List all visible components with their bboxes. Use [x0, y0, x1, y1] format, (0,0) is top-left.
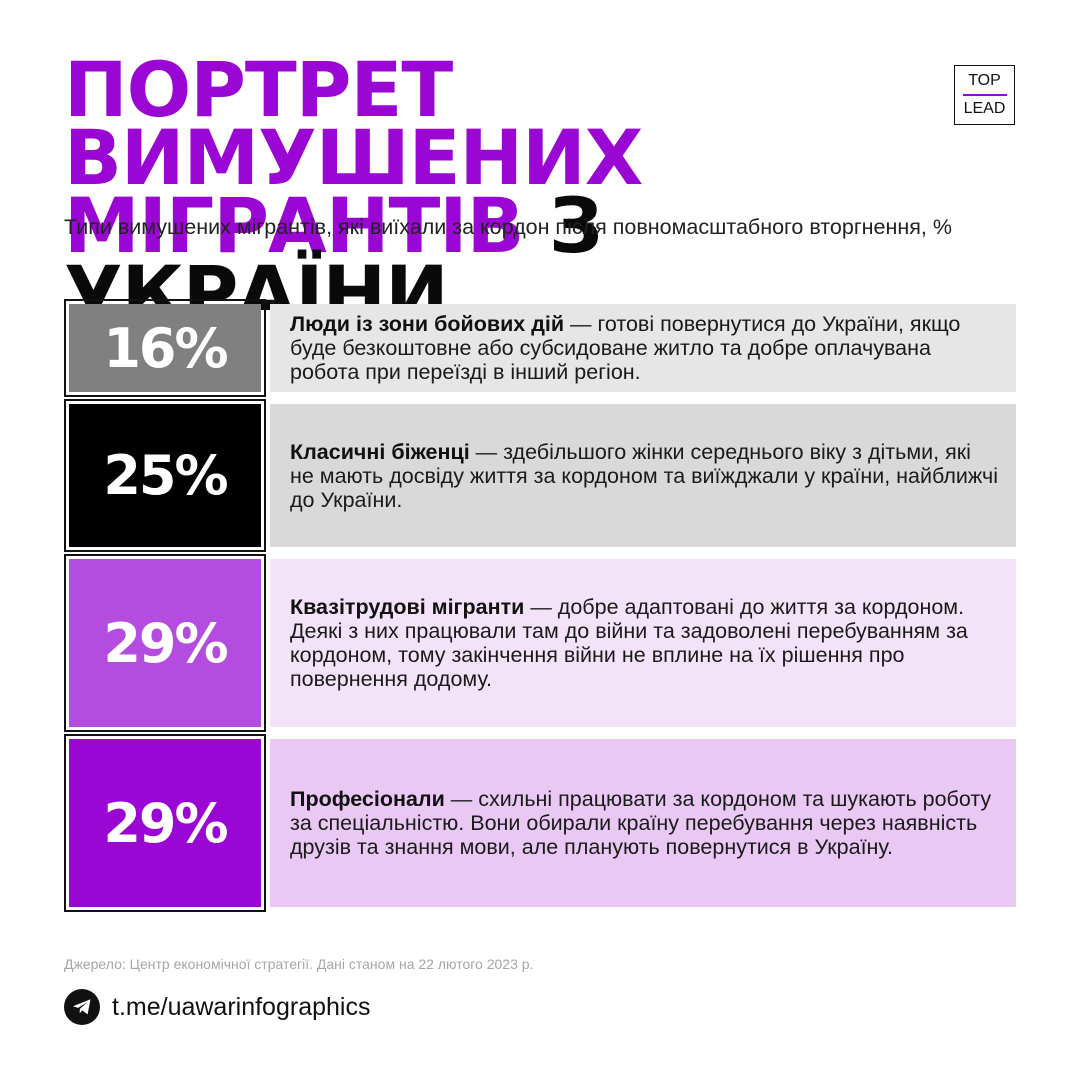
type-description: Професіонали — схильні працювати за корд… — [270, 739, 1016, 907]
type-name: Професіонали — [290, 787, 445, 811]
type-details: — схильні працювати за кордоном та шукаю… — [290, 787, 992, 859]
type-name: Люди із зони бойових дій — [290, 312, 565, 336]
telegram-link[interactable]: t.me/uawarinfographics — [64, 989, 370, 1025]
percent-box: 29% — [64, 554, 266, 732]
table-row: 16% Люди із зони бойових дій — готові пов… — [64, 299, 1016, 397]
type-name: Класичні біженці — [290, 439, 470, 464]
type-details: — добре адаптовані до життя за кордоном.… — [290, 595, 968, 691]
percent-box: 16% — [64, 299, 266, 397]
table-row: 29% Квазітрудові мігранти — добре адаптов… — [64, 554, 1016, 732]
title-line-2-accent: МІГРАНТІВ — [64, 181, 525, 270]
description-text: Квазітрудові мігранти — добре адаптовані… — [290, 595, 1000, 691]
percent-value: 25% — [69, 404, 261, 547]
logo-top-text: TOP — [968, 72, 1001, 89]
percent-value: 16% — [69, 304, 261, 392]
description-text: Класичні біженці — здебільшого жінки сер… — [290, 440, 1000, 512]
page-title: ПОРТРЕТ ВИМУШЕНИХ МІГРАНТІВ З УКРАЇНИ — [64, 45, 924, 332]
type-details: — здебільшого жінки середнього віку з ді… — [290, 439, 999, 512]
type-name: Квазітрудові мігранти — [290, 595, 525, 619]
title-line-1: ПОРТРЕТ ВИМУШЕНИХ — [64, 45, 643, 202]
telegram-icon — [64, 989, 100, 1025]
type-description: Люди із зони бойових дій — готові поверн… — [270, 304, 1016, 392]
toplead-logo: TOP LEAD — [954, 65, 1015, 125]
percent-box: 25% — [64, 399, 266, 552]
type-details: — готові повернутися до України, якщо бу… — [290, 312, 961, 384]
logo-divider — [962, 94, 1007, 96]
source-note: Джерело: Центр економічної стратегії. Да… — [64, 956, 534, 972]
table-row: 29% Професіонали — схильні працювати за к… — [64, 734, 1016, 912]
logo-bottom-text: LEAD — [963, 100, 1006, 117]
percent-box: 29% — [64, 734, 266, 912]
chart-subtitle: Типи вимушених мігрантів, які виїхали за… — [64, 215, 952, 239]
description-text: Професіонали — схильні працювати за корд… — [290, 787, 1000, 859]
type-description: Квазітрудові мігранти — добре адаптовані… — [270, 559, 1016, 727]
type-description: Класичні біженці — здебільшого жінки сер… — [270, 404, 1016, 547]
description-text: Люди із зони бойових дій — готові поверн… — [290, 312, 1000, 384]
percent-value: 29% — [69, 739, 261, 907]
percent-value: 29% — [69, 559, 261, 727]
table-row: 25% Класичні біженці — здебільшого жінки … — [64, 399, 1016, 552]
telegram-link-text[interactable]: t.me/uawarinfographics — [112, 992, 371, 1021]
